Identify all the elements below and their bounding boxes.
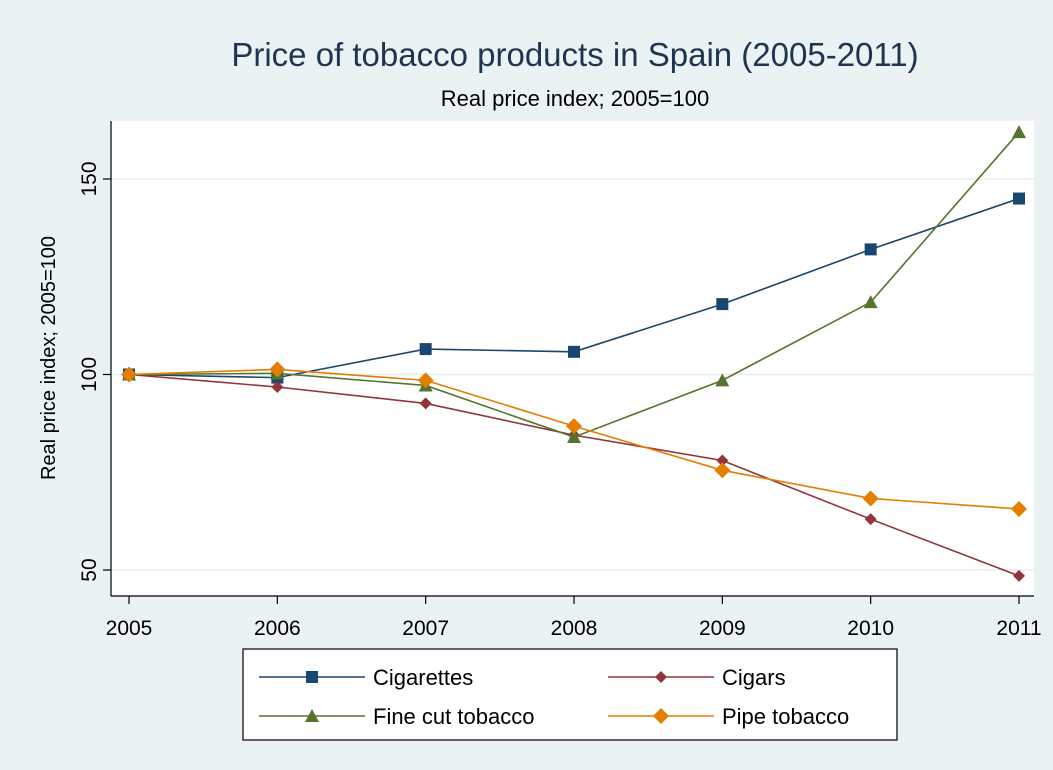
legend-label: Cigarettes xyxy=(373,665,473,690)
y-axis-label: Real price index; 2005=100 xyxy=(38,236,60,480)
legend-item-fine-cut-tobacco: Fine cut tobacco xyxy=(259,704,534,729)
chart-title: Price of tobacco products in Spain (2005… xyxy=(231,36,918,73)
data-point-pipe-tobacco-2011 xyxy=(1011,501,1027,518)
y-tick-label: 150 xyxy=(78,161,101,196)
data-point-cigars-2010 xyxy=(864,513,877,526)
y-tick-label: 100 xyxy=(78,357,101,392)
legend-item-cigarettes: Cigarettes xyxy=(259,665,473,690)
legend-box xyxy=(242,648,898,741)
series-group xyxy=(121,125,1027,582)
legend-marker-fine-cut-tobacco xyxy=(305,709,319,722)
series-pipe-tobacco xyxy=(121,361,1027,518)
data-point-pipe-tobacco-2005 xyxy=(121,366,137,383)
x-tick-label: 2007 xyxy=(402,617,449,640)
axis-ticks: 50 100 150 2005 2006 2007 2008 2009 2010 2011 xyxy=(78,161,1042,640)
data-point-pipe-tobacco-2010 xyxy=(862,490,879,507)
data-point-pipe-tobacco-2009 xyxy=(714,462,731,479)
legend-marker-pipe-tobacco xyxy=(653,708,669,724)
x-tick-label: 2006 xyxy=(254,617,301,640)
legend-item-pipe-tobacco: Pipe tobacco xyxy=(608,704,849,729)
data-point-cigarettes-2007 xyxy=(419,343,432,356)
data-point-fine-cut-tobacco-2010 xyxy=(863,295,878,309)
x-tick-label: 2009 xyxy=(699,617,746,640)
legend-marker-cigars xyxy=(655,671,667,683)
legend: Cigarettes Cigars Fine cut tobacco Pipe tob… xyxy=(242,648,898,741)
data-point-fine-cut-tobacco-2009 xyxy=(715,373,730,387)
y-tick-label: 50 xyxy=(78,558,101,581)
x-tick-label: 2011 xyxy=(996,617,1041,640)
data-point-cigars-2009 xyxy=(716,454,729,467)
legend-label: Fine cut tobacco xyxy=(373,704,534,729)
x-tick-label: 2008 xyxy=(551,617,598,640)
x-tick-label: 2010 xyxy=(847,617,894,640)
data-point-fine-cut-tobacco-2008 xyxy=(567,430,581,444)
chart-subtitle: Real price index; 2005=100 xyxy=(441,86,709,111)
grid-lines xyxy=(111,178,1034,571)
data-point-pipe-tobacco-2008 xyxy=(566,418,582,435)
legend-marker-cigarettes xyxy=(306,671,318,683)
legend-label: Pipe tobacco xyxy=(722,704,849,729)
data-point-fine-cut-tobacco-2011 xyxy=(1012,125,1026,139)
data-point-cigarettes-2009 xyxy=(716,298,729,311)
x-tick-label: 2005 xyxy=(106,617,153,640)
data-point-cigarettes-2010 xyxy=(864,243,877,256)
legend-items: Cigarettes Cigars Fine cut tobacco Pipe tob… xyxy=(259,665,849,729)
data-point-cigarettes-2008 xyxy=(568,345,580,358)
data-point-cigars-2007 xyxy=(419,397,432,410)
data-point-pipe-tobacco-2006 xyxy=(269,361,286,378)
plot-background xyxy=(111,121,1034,596)
data-point-pipe-tobacco-2007 xyxy=(417,372,434,389)
legend-label: Cigars xyxy=(722,665,786,690)
data-point-cigars-2006 xyxy=(271,381,284,394)
data-point-cigarettes-2011 xyxy=(1013,192,1025,205)
data-point-cigars-2011 xyxy=(1013,569,1025,582)
legend-item-cigars: Cigars xyxy=(608,665,786,690)
